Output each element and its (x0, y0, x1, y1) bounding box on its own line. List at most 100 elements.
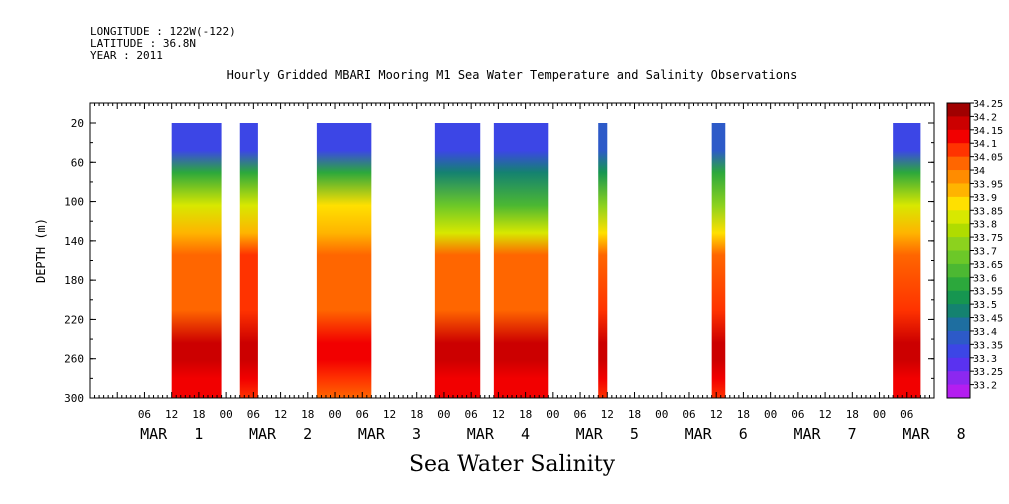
data-segment (239, 123, 258, 398)
colorbar-swatch (947, 357, 970, 372)
colorbar-swatch (947, 263, 970, 278)
y-tick-label: 20 (71, 117, 84, 130)
colorbar-label: 33.35 (973, 340, 1003, 351)
x-tick-label: 00 (546, 408, 559, 421)
data-segment (434, 123, 481, 398)
x-day-label: MAR 3 (358, 425, 421, 443)
colorbar-swatch (947, 384, 970, 399)
colorbar-label: 33.3 (973, 354, 997, 365)
colorbar-swatch (947, 330, 970, 345)
colorbar-swatch (947, 237, 970, 251)
x-tick-label: 18 (519, 408, 532, 421)
x-day-label: MAR 7 (793, 425, 856, 443)
colorbar-swatch (947, 317, 970, 332)
colorbar-swatch (947, 196, 970, 211)
colorbar-label: 33.45 (973, 314, 1003, 325)
x-tick-label: 12 (492, 408, 505, 421)
colorbar-swatch (947, 277, 970, 292)
x-tick-label: 06 (573, 408, 586, 421)
y-axis-label: DEPTH (m) (34, 218, 48, 283)
colorbar-label: 34.1 (973, 139, 997, 150)
longitude-label: LONGITUDE : 122W(-122) (90, 25, 236, 38)
x-tick-label: 18 (737, 408, 750, 421)
colorbar-label: 33.6 (973, 273, 997, 284)
x-tick-label: 06 (465, 408, 478, 421)
x-tick-label: 00 (655, 408, 668, 421)
latitude-label: LATITUDE : 36.8N (90, 37, 196, 50)
colorbar-label: 33.75 (973, 233, 1003, 244)
data-segment (493, 123, 549, 398)
colorbar-swatch (947, 116, 970, 131)
colorbar-swatch (947, 143, 970, 158)
colorbar-label: 34.05 (973, 153, 1003, 164)
colorbar: 34.25 34.2 34.15 34.1 34.05 34 33.95 33.9 33.85 3… (946, 99, 1003, 399)
colorbar-label: 33.95 (973, 179, 1003, 190)
x-tick-label: 06 (138, 408, 151, 421)
x-day-label: MAR 4 (467, 425, 530, 443)
x-tick-label: 12 (710, 408, 723, 421)
colorbar-swatch (947, 156, 970, 171)
y-tick-label: 100 (64, 196, 84, 209)
colorbar-label: 33.25 (973, 367, 1003, 378)
year-label: YEAR : 2011 (90, 49, 163, 62)
colorbar-swatch (947, 183, 970, 198)
x-tick-label: 00 (328, 408, 341, 421)
data-segment (598, 123, 608, 398)
colorbar-swatch (947, 290, 970, 305)
colorbar-swatch (947, 170, 970, 184)
x-day-label: MAR 5 (576, 425, 639, 443)
colorbar-swatch (947, 129, 970, 144)
y-tick-label: 260 (64, 353, 84, 366)
x-tick-label: 18 (301, 408, 314, 421)
y-tick-label: 180 (64, 274, 84, 287)
colorbar-label: 33.9 (973, 193, 997, 204)
x-tick-label: 06 (356, 408, 369, 421)
colorbar-label: 33.65 (973, 260, 1003, 271)
y-tick-label: 60 (71, 156, 84, 169)
data-segment (316, 123, 372, 398)
bottom-title: Sea Water Salinity (408, 452, 616, 477)
x-day-label: MAR 6 (685, 425, 748, 443)
y-tick-label: 300 (64, 392, 84, 405)
x-tick-label: 18 (628, 408, 641, 421)
colorbar-label: 34.2 (973, 112, 997, 123)
colorbar-label: 34 (973, 166, 985, 177)
data-segment (893, 123, 921, 398)
x-tick-label: 12 (818, 408, 831, 421)
x-tick-label: 06 (247, 408, 260, 421)
x-tick-label: 00 (437, 408, 450, 421)
data-segment (171, 123, 222, 398)
x-tick-label: 00 (873, 408, 886, 421)
x-day-label: MAR 1 (140, 425, 203, 443)
colorbar-label: 33.5 (973, 300, 997, 311)
colorbar-swatch (947, 371, 970, 386)
colorbar-frame (946, 102, 971, 399)
colorbar-swatch (947, 304, 970, 319)
colorbar-label: 34.15 (973, 126, 1003, 137)
colorbar-swatch (947, 344, 970, 359)
x-tick-label: 12 (601, 408, 614, 421)
colorbar-label: 33.4 (973, 327, 997, 338)
plot-area: 06 12 18 00 06 12 18 00 06 12 18 00 06 12 18 00 06 12 18 00… (34, 102, 966, 443)
colorbar-label: 33.8 (973, 220, 997, 231)
colorbar-label: 33.55 (973, 287, 1003, 298)
data-segment (711, 123, 726, 398)
colorbar-swatch (947, 223, 970, 238)
x-tick-label: 12 (274, 408, 287, 421)
x-tick-label: 12 (165, 408, 178, 421)
x-tick-label: 18 (846, 408, 859, 421)
colorbar-swatch (947, 210, 970, 225)
x-tick-label: 12 (383, 408, 396, 421)
chart-title: Hourly Gridded MBARI Mooring M1 Sea Wate… (226, 68, 798, 82)
x-day-label: MAR 2 (249, 425, 312, 443)
x-tick-label: 06 (682, 408, 695, 421)
x-tick-label: 00 (764, 408, 777, 421)
x-tick-label: 06 (791, 408, 804, 421)
x-day-label: MAR 8 (902, 425, 965, 443)
y-tick-label: 140 (64, 235, 84, 248)
colorbar-label: 34.25 (973, 99, 1003, 110)
x-tick-label: 18 (192, 408, 205, 421)
colorbar-swatch (947, 103, 970, 117)
y-tick-label: 220 (64, 313, 84, 326)
